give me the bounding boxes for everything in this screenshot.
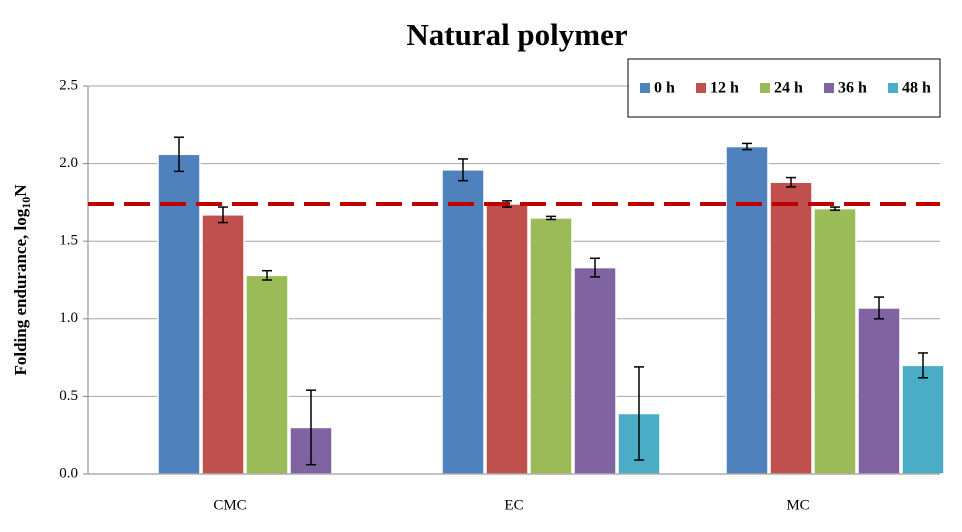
error-bar <box>634 366 644 461</box>
bar <box>857 307 901 475</box>
error-bar <box>546 215 556 221</box>
y-label-suffix: N <box>11 184 30 197</box>
error-bar <box>262 269 272 281</box>
error-bar <box>306 389 316 466</box>
bar <box>441 169 485 475</box>
legend-label: 0 h <box>654 80 675 97</box>
legend-swatch <box>640 83 650 93</box>
error-bar <box>786 176 796 188</box>
legend-swatch <box>696 83 706 93</box>
x-tick-label: EC <box>504 497 523 513</box>
error-bar <box>174 136 184 173</box>
legend-swatch <box>760 83 770 93</box>
bar <box>157 153 201 475</box>
y-tick-label: 0.5 <box>59 388 78 404</box>
legend-label: 24 h <box>774 80 803 97</box>
x-tick-label: CMC <box>213 497 246 513</box>
bar <box>485 203 529 475</box>
y-tick-label: 0.0 <box>59 465 78 481</box>
bar <box>769 181 813 475</box>
y-tick-label: 1.5 <box>59 233 78 249</box>
bar <box>813 207 857 475</box>
bar <box>573 266 617 475</box>
error-bar <box>742 142 752 151</box>
bar <box>529 217 573 475</box>
y-label-text: Folding endurance, log <box>11 208 30 375</box>
error-bar <box>458 158 468 182</box>
y-tick-label: 2.5 <box>59 77 78 93</box>
y-axis-label: Folding endurance, log10N <box>11 184 33 376</box>
y-label-subscript: 10 <box>19 197 33 209</box>
bar <box>201 214 245 475</box>
y-tick-label: 1.0 <box>59 310 78 326</box>
chart-title: Natural polymer <box>406 17 628 52</box>
y-tick-label: 2.0 <box>59 155 78 171</box>
legend-label: 12 h <box>710 80 739 97</box>
error-bar <box>590 257 600 278</box>
error-bar <box>218 206 228 224</box>
legend-label: 36 h <box>838 80 867 97</box>
error-bar <box>918 352 928 379</box>
bar <box>901 364 945 475</box>
bar <box>245 274 289 475</box>
legend-label: 48 h <box>902 80 931 97</box>
x-tick-label: MC <box>786 497 809 513</box>
error-bar <box>830 206 840 211</box>
error-bar <box>874 296 884 320</box>
legend-swatch <box>824 83 834 93</box>
bar <box>725 145 769 475</box>
legend-swatch <box>888 83 898 93</box>
